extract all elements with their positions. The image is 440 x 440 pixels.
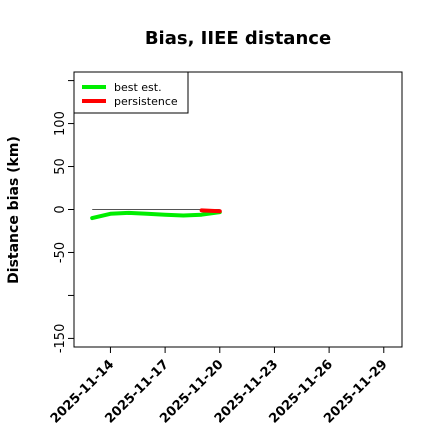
y-tick-label: 50 <box>53 158 68 175</box>
y-tick-label: -50 <box>53 242 68 263</box>
y-tick-label: 0 <box>53 205 68 213</box>
x-axis: 2025-11-142025-11-172025-11-202025-11-23… <box>48 347 391 427</box>
y-axis-label: Distance bias (km) <box>6 136 22 284</box>
legend-label-0: best est. <box>114 81 162 94</box>
legend-box <box>73 71 189 114</box>
legend-label-1: persistence <box>114 95 178 108</box>
y-axis: -150 -50 0 50 100 <box>53 80 74 354</box>
series-group <box>90 208 222 221</box>
legend: best est.persistence <box>73 71 189 114</box>
chart-title: Bias, IIEE distance <box>145 28 331 49</box>
y-tick-label: -150 <box>53 324 68 354</box>
y-tick-label: 100 <box>53 111 68 136</box>
series-line-1 <box>199 208 222 214</box>
series-line-0 <box>90 210 222 221</box>
